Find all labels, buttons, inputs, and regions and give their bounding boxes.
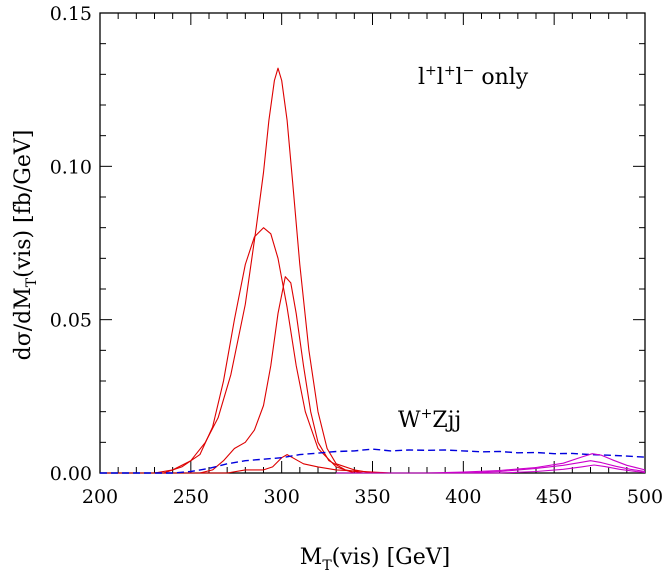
x-axis-title: MT(vis) [GeV] [300, 545, 450, 574]
series-line-signal-4 [100, 454, 391, 474]
y-axis-title: dσ/dMT(vis) [fb/GeV] [11, 130, 40, 361]
x-tick-label: 300 [264, 486, 300, 508]
x-tick-label: 200 [82, 486, 118, 508]
y-tick-label: 0.05 [50, 310, 92, 332]
series-line-secondary-8 [336, 464, 646, 474]
series-line-signal-1 [100, 67, 373, 474]
plot-frame [99, 12, 646, 474]
series-layer [100, 67, 646, 474]
y-tick-label: 0.00 [50, 463, 92, 485]
annotation-background: W+Zjj [398, 406, 461, 433]
plot-border [99, 12, 646, 474]
tick-labels: 200 250 300 350 400 450 500 0.00 0.05 0.10 0.15 [50, 3, 663, 508]
series-line-signal-3 [100, 276, 364, 474]
x-tick-label: 500 [627, 486, 663, 508]
axis-ticks [99, 12, 646, 474]
annotation-channel: l+l+l− only [418, 63, 529, 90]
y-tick-label: 0.15 [50, 3, 92, 25]
y-tick-label: 0.10 [50, 156, 92, 178]
series-line-secondary-6 [336, 453, 646, 474]
x-tick-label: 350 [354, 486, 390, 508]
series-line-signal-2 [100, 227, 355, 474]
x-tick-label: 400 [445, 486, 481, 508]
x-tick-label: 250 [173, 486, 209, 508]
series-line-secondary-7 [336, 460, 646, 474]
x-tick-label: 450 [536, 486, 572, 508]
series-line-background-5 [100, 448, 646, 474]
